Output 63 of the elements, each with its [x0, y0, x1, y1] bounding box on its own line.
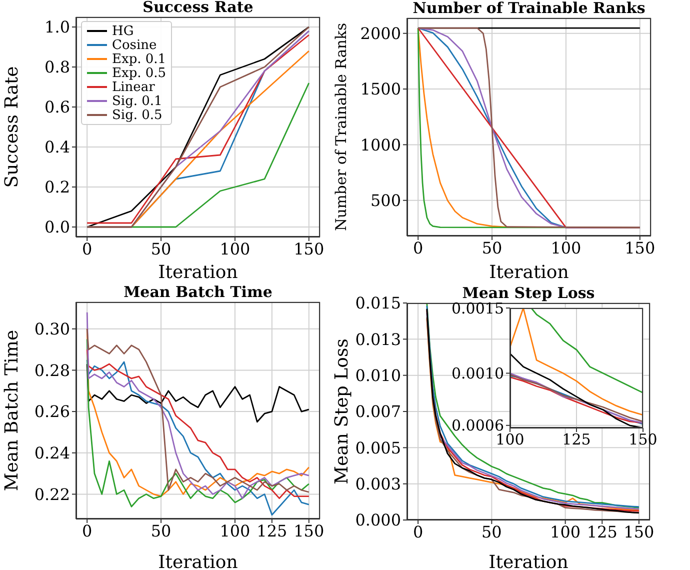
x-tick-label: 150: [294, 239, 324, 258]
y-tick-label: 1.0: [44, 18, 70, 37]
legend-label: Exp. 0.1: [112, 52, 166, 66]
x-tick-label: 150: [294, 521, 324, 540]
x-tick-label: 100: [220, 239, 250, 258]
legend-label: Sig. 0.5: [112, 108, 162, 122]
y-tick-label: 0.015: [355, 294, 401, 313]
x-axis-title: Iteration: [158, 262, 238, 283]
chart-title: Mean Batch Time: [122, 283, 274, 301]
x-tick-label: 50: [150, 521, 172, 540]
chart-title: Number of Trainable Ranks: [412, 0, 646, 17]
y-tick-label: 0.013: [355, 330, 401, 349]
y-axis-title: Mean Step Loss: [331, 338, 352, 484]
legend-label: Exp. 0.5: [112, 66, 166, 80]
x-tick-label: 50: [482, 238, 502, 258]
x-axis-title: Iteration: [489, 262, 570, 283]
x-tick-label: 100: [220, 521, 250, 540]
x-tick-label: 100: [496, 430, 524, 449]
y-tick-label: 2000: [360, 24, 401, 44]
x-axis-title: Iteration: [488, 552, 569, 570]
y-tick-label: 0.28: [34, 360, 70, 380]
y-tick-label: 0.0015: [452, 299, 504, 318]
x-tick-label: 0: [82, 239, 92, 258]
y-tick-label: 0.30: [34, 320, 70, 339]
x-tick-label: 150: [624, 238, 656, 258]
x-tick-label: 0: [412, 522, 424, 542]
legend-label: Cosine: [112, 38, 157, 52]
y-axis-title: Mean Batch Time: [1, 330, 22, 492]
y-axis-title: Success Rate: [1, 66, 22, 188]
x-axis-title: Iteration: [158, 552, 238, 570]
y-tick-label: 0.0: [44, 218, 70, 237]
x-tick-label: 0: [82, 521, 92, 540]
y-tick-label: 0.24: [34, 444, 70, 463]
y-tick-label: 0.005: [355, 438, 401, 458]
chart-title: Success Rate: [142, 0, 254, 16]
y-tick-label: 0.0010: [452, 364, 504, 383]
y-tick-label: 1500: [360, 80, 401, 99]
y-tick-label: 0.010: [355, 366, 401, 386]
x-tick-label: 50: [150, 239, 172, 258]
y-axis-title: Number of Trainable Ranks: [333, 22, 350, 232]
x-tick-label: 125: [586, 522, 618, 542]
legend-label: HG: [112, 24, 134, 38]
x-tick-label: 0: [412, 238, 424, 258]
y-tick-label: 0.003: [355, 474, 401, 494]
y-tick-label: 0.6: [44, 98, 70, 117]
chart-title: Mean Step Loss: [462, 284, 595, 302]
legend-label: Linear: [112, 80, 155, 94]
y-tick-label: 1000: [360, 135, 401, 154]
y-tick-label: 500: [370, 191, 401, 210]
y-tick-label: 0.22: [34, 484, 70, 504]
legend-label: Sig. 0.1: [112, 94, 162, 108]
y-tick-label: 0.8: [44, 58, 70, 77]
y-tick-label: 0.007: [355, 402, 401, 422]
y-tick-label: 0.2: [44, 178, 70, 197]
x-tick-label: 150: [624, 522, 654, 542]
x-tick-label: 100: [550, 238, 582, 258]
x-tick-label: 125: [256, 521, 288, 540]
y-tick-label: 0.000: [355, 510, 401, 530]
x-tick-label: 50: [482, 522, 502, 542]
x-tick-label: 100: [550, 522, 581, 542]
y-tick-label: 0.4: [44, 138, 70, 157]
x-tick-label: 125: [562, 430, 591, 449]
y-tick-label: 0.26: [34, 402, 70, 422]
